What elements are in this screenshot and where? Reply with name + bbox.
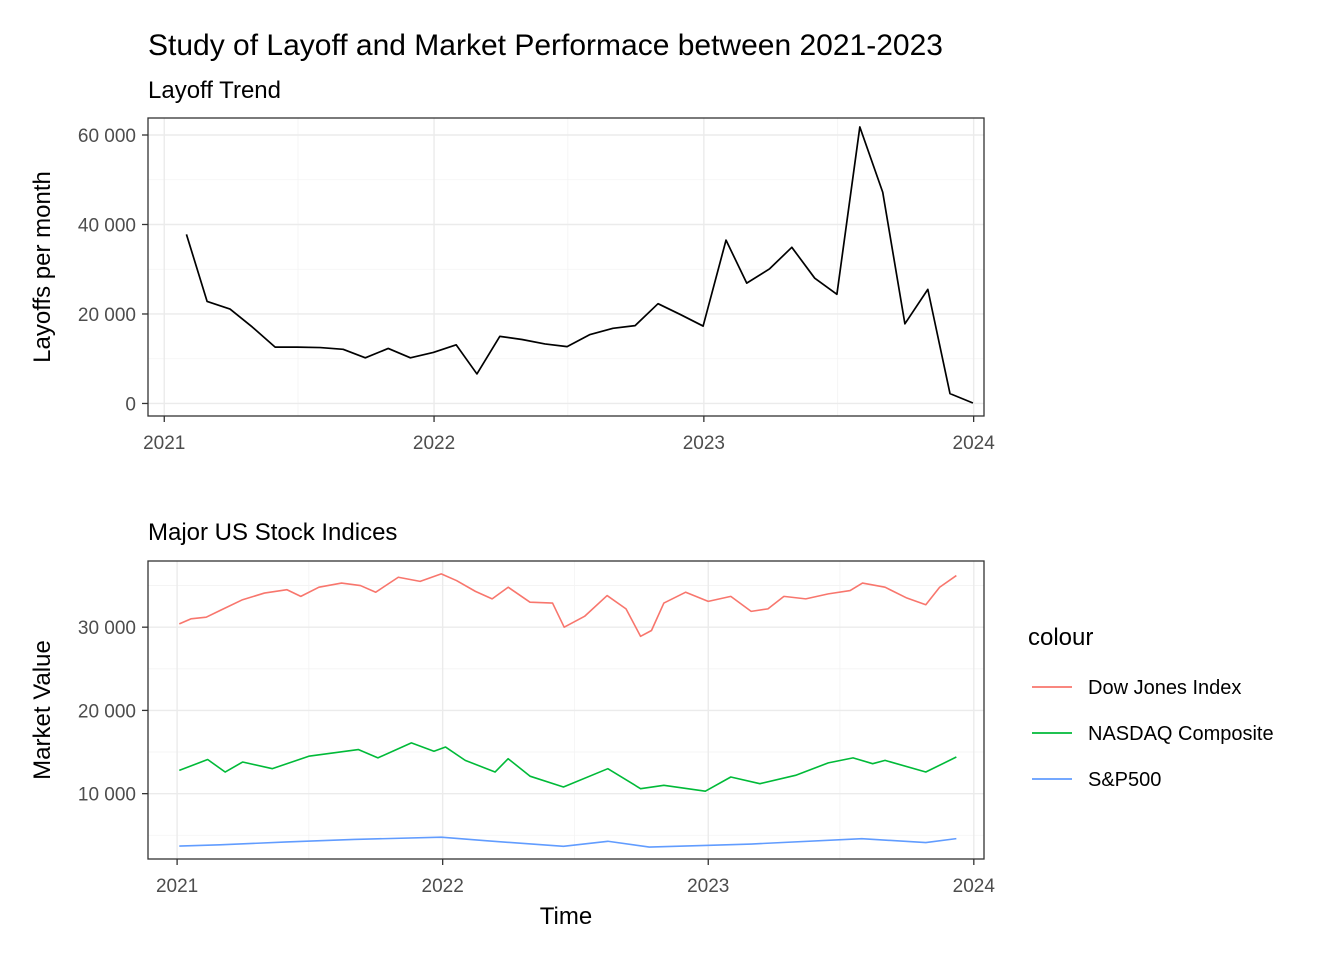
x-tick-label: 2021 bbox=[143, 433, 185, 454]
x-tick-label: 2024 bbox=[953, 433, 996, 454]
y-tick-label: 20 000 bbox=[78, 701, 136, 722]
x-tick-label: 2021 bbox=[156, 876, 198, 897]
y-axis-title: Market Value bbox=[29, 640, 56, 780]
stock-indices-panel: Major US Stock Indices 2021 2022 2023 2024 10… bbox=[29, 519, 995, 930]
panel-subtitle: Major US Stock Indices bbox=[148, 519, 397, 546]
legend: colour Dow Jones Index NASDAQ Composite S&P… bbox=[1028, 624, 1274, 791]
y-tick-label: 30 000 bbox=[78, 618, 136, 639]
legend-item-label: S&P500 bbox=[1088, 769, 1161, 791]
y-tick-label: 40 000 bbox=[78, 215, 136, 236]
x-tick-label: 2022 bbox=[413, 433, 455, 454]
legend-title: colour bbox=[1028, 624, 1093, 651]
layoff-trend-panel: Layoff Trend 2021 2022 2023 2024 0 20 000 40 00… bbox=[29, 77, 995, 454]
legend-item-label: Dow Jones Index bbox=[1088, 677, 1241, 699]
x-tick-label: 2022 bbox=[422, 876, 464, 897]
main-title: Study of Layoff and Market Performace be… bbox=[148, 29, 943, 62]
y-tick-label: 10 000 bbox=[78, 785, 136, 806]
y-tick-label: 20 000 bbox=[78, 305, 136, 326]
series-line-s-p500 bbox=[179, 836, 957, 848]
legend-item-label: NASDAQ Composite bbox=[1088, 723, 1274, 745]
y-axis-title: Layoffs per month bbox=[29, 171, 56, 363]
y-tick-label: 60 000 bbox=[78, 126, 136, 147]
x-tick-label: 2023 bbox=[683, 433, 725, 454]
layoffs-line bbox=[185, 126, 974, 404]
x-tick-label: 2023 bbox=[687, 876, 729, 897]
panel-subtitle: Layoff Trend bbox=[148, 77, 281, 104]
y-tick-label: 0 bbox=[125, 394, 136, 415]
series-line-nasdaq-composite bbox=[179, 742, 957, 792]
series-line-dow-jones-index bbox=[178, 573, 957, 638]
panel-border bbox=[147, 117, 985, 417]
x-tick-label: 2024 bbox=[953, 876, 996, 897]
x-axis-title: Time bbox=[540, 903, 592, 930]
